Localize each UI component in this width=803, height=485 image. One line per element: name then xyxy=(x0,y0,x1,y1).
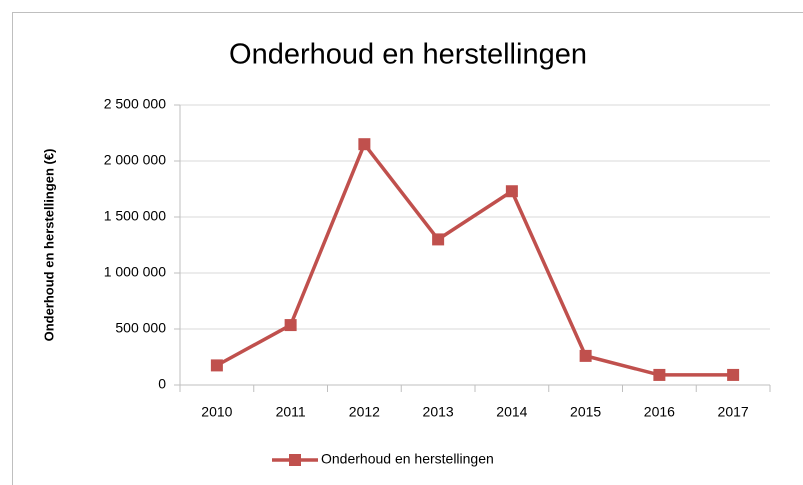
legend-marker xyxy=(289,454,301,466)
marker xyxy=(653,368,666,381)
y-tick-label: 500 000 xyxy=(115,320,166,336)
chart-title: Onderhoud en herstellingen xyxy=(229,39,587,71)
y-tick-label: 2 500 000 xyxy=(104,96,166,112)
x-tick-label: 2014 xyxy=(496,404,527,420)
x-tick-label: 2011 xyxy=(276,404,306,420)
x-tick-label: 2016 xyxy=(644,404,675,420)
x-tick-label: 2013 xyxy=(423,404,454,420)
marker xyxy=(432,233,445,246)
legend-label: Onderhoud en herstellingen xyxy=(321,451,494,467)
y-tick-label: 1 500 000 xyxy=(104,208,166,224)
x-tick-label: 2010 xyxy=(201,404,232,420)
marker xyxy=(579,349,592,362)
y-tick-label: 0 xyxy=(158,376,166,392)
x-tick-label: 2017 xyxy=(718,404,749,420)
marker xyxy=(505,185,518,198)
marker xyxy=(727,368,740,381)
marker xyxy=(210,359,223,372)
x-tick-label: 2012 xyxy=(349,404,380,420)
line xyxy=(216,142,734,377)
x-tick-label: 2015 xyxy=(570,404,601,420)
y-tick-label: 2 000 000 xyxy=(104,152,166,168)
y-tick-label: 1 000 000 xyxy=(104,264,166,280)
marker xyxy=(358,138,371,151)
chart-frame xyxy=(12,12,803,485)
y-axis-label: Onderhoud en herstellingen (€) xyxy=(41,149,56,342)
marker xyxy=(284,319,297,332)
